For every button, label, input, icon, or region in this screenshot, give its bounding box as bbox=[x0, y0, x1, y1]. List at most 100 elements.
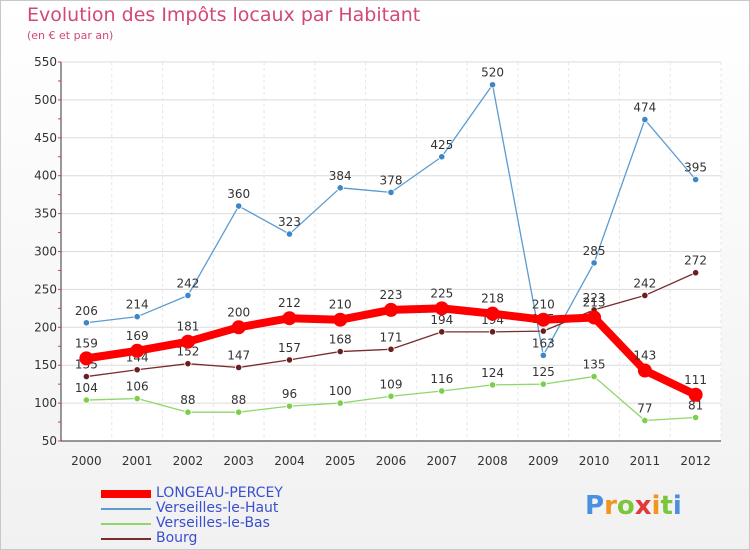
data-point bbox=[82, 372, 90, 381]
data-point bbox=[387, 345, 395, 353]
logo-letter: i bbox=[672, 491, 682, 521]
logo-letter: P bbox=[585, 491, 605, 521]
data-label: 159 bbox=[75, 336, 98, 350]
x-tick-label: 2010 bbox=[579, 454, 610, 468]
data-label: 242 bbox=[176, 276, 199, 290]
data-point bbox=[79, 351, 94, 366]
data-label: 395 bbox=[684, 160, 707, 174]
data-point bbox=[488, 381, 497, 389]
data-label: 96 bbox=[282, 387, 297, 401]
data-point bbox=[438, 387, 446, 395]
data-label: 425 bbox=[430, 138, 453, 152]
data-point bbox=[336, 347, 344, 356]
data-point bbox=[130, 343, 145, 358]
data-point bbox=[485, 306, 500, 321]
data-label: 143 bbox=[633, 349, 656, 363]
data-point bbox=[384, 302, 398, 317]
data-label: 168 bbox=[329, 333, 352, 347]
data-label: 378 bbox=[380, 173, 403, 187]
x-tick-label: 2007 bbox=[426, 454, 457, 468]
data-label: 210 bbox=[329, 298, 352, 312]
data-point bbox=[184, 291, 192, 300]
data-point bbox=[82, 396, 90, 404]
y-tick-label: 50 bbox=[42, 434, 57, 448]
y-tick-label: 300 bbox=[34, 245, 57, 259]
chart-subtitle: (en € et par an) bbox=[27, 29, 114, 42]
data-point bbox=[590, 372, 598, 381]
proxiti-logo: Proxiti bbox=[585, 491, 682, 521]
data-point bbox=[641, 416, 649, 425]
legend-label: Verseilles-le-Haut bbox=[156, 500, 279, 516]
x-tick-label: 2003 bbox=[223, 454, 254, 468]
data-point bbox=[637, 363, 652, 378]
data-label: 213 bbox=[583, 295, 606, 309]
data-label: 106 bbox=[126, 380, 149, 394]
data-point bbox=[336, 399, 344, 407]
legend-swatch bbox=[101, 508, 151, 510]
data-point bbox=[333, 312, 348, 327]
data-point bbox=[692, 269, 700, 277]
data-point bbox=[285, 356, 294, 364]
data-label: 81 bbox=[688, 399, 703, 413]
data-point bbox=[235, 202, 243, 210]
logo-letter: o bbox=[616, 491, 635, 521]
data-label: 100 bbox=[329, 384, 352, 398]
data-point bbox=[387, 188, 395, 196]
legend-label: LONGEAU-PERCEY bbox=[156, 485, 283, 501]
data-point bbox=[539, 327, 547, 335]
data-point bbox=[438, 153, 446, 161]
data-point bbox=[133, 313, 141, 321]
data-label: 285 bbox=[583, 244, 606, 258]
y-tick-label: 150 bbox=[34, 358, 57, 372]
data-label: 520 bbox=[481, 66, 504, 80]
data-label: 109 bbox=[380, 377, 403, 391]
data-label: 194 bbox=[430, 313, 453, 327]
data-point bbox=[336, 184, 344, 192]
data-label: 218 bbox=[481, 292, 504, 306]
legend-label: Verseilles-le-Bas bbox=[156, 515, 270, 531]
legend-label: Bourg bbox=[156, 530, 198, 546]
y-tick-label: 250 bbox=[34, 282, 57, 296]
legend-swatch bbox=[101, 523, 151, 525]
data-label: 157 bbox=[278, 341, 301, 355]
data-point bbox=[590, 259, 598, 267]
x-tick-label: 2005 bbox=[325, 454, 356, 468]
data-label: 163 bbox=[532, 336, 555, 350]
data-label: 124 bbox=[481, 366, 504, 380]
data-label: 242 bbox=[633, 276, 656, 290]
data-label: 152 bbox=[176, 345, 199, 359]
data-point bbox=[285, 230, 294, 238]
data-label: 214 bbox=[126, 298, 149, 312]
data-label: 125 bbox=[532, 365, 555, 379]
data-label: 171 bbox=[380, 330, 403, 344]
data-point bbox=[641, 116, 649, 124]
data-label: 212 bbox=[278, 296, 301, 310]
data-point bbox=[231, 320, 246, 335]
data-point bbox=[285, 402, 294, 410]
data-point bbox=[539, 351, 547, 359]
x-tick-label: 2000 bbox=[71, 454, 102, 468]
data-label: 272 bbox=[684, 254, 707, 268]
data-point bbox=[539, 380, 547, 388]
data-label: 210 bbox=[532, 298, 555, 312]
logo-letter: i bbox=[651, 491, 661, 521]
data-point bbox=[235, 363, 243, 372]
data-label: 225 bbox=[430, 286, 453, 300]
logo-letter: x bbox=[634, 491, 652, 521]
logo-letter: t bbox=[660, 491, 673, 521]
data-point bbox=[536, 312, 551, 327]
logo-letter: r bbox=[604, 491, 617, 521]
y-tick-label: 550 bbox=[34, 55, 57, 69]
data-label: 88 bbox=[180, 393, 195, 407]
data-label: 111 bbox=[684, 373, 707, 387]
data-label: 88 bbox=[231, 393, 246, 407]
data-label: 360 bbox=[227, 187, 250, 201]
data-point bbox=[438, 328, 446, 336]
x-tick-label: 2009 bbox=[528, 454, 559, 468]
x-tick-label: 2002 bbox=[173, 454, 204, 468]
data-point bbox=[587, 310, 602, 325]
data-point bbox=[488, 81, 497, 89]
y-tick-label: 100 bbox=[34, 396, 57, 410]
chart-title: Evolution des Impôts locaux par Habitant bbox=[27, 4, 421, 26]
